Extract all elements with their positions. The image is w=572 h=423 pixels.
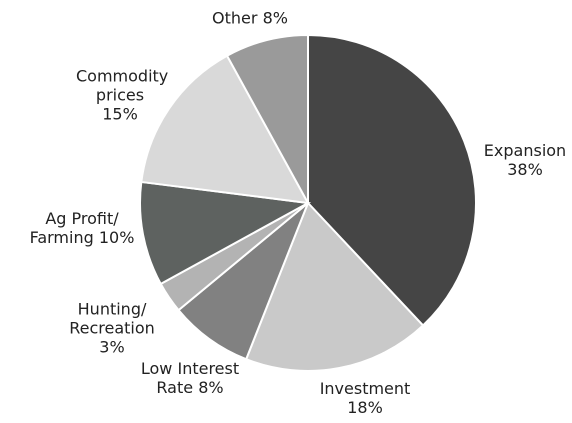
slice-label: Commodity prices 15%	[76, 67, 168, 124]
slice-label: Ag Profit/ Farming 10%	[27, 209, 137, 247]
slice-label: Low Interest Rate 8%	[135, 359, 245, 397]
value-label: 10%	[98, 228, 135, 247]
pie-slice	[307, 33, 477, 327]
value-label: 38%	[507, 160, 543, 179]
value-label: 3%	[99, 337, 125, 357]
pie-slice	[140, 54, 310, 205]
pie-slice	[244, 201, 425, 372]
category-label: Hunting/ Recreation	[69, 299, 155, 338]
category-label: Commodity prices	[76, 66, 169, 105]
slice-label: Investment 18%	[318, 379, 413, 417]
slice-label: Other 8%	[205, 9, 295, 28]
pie-slice	[225, 33, 309, 204]
value-label: 8%	[198, 378, 224, 397]
slice-label: Expansion 38%	[478, 141, 572, 179]
category-label: Expansion	[483, 141, 567, 160]
value-label: 18%	[347, 398, 383, 417]
category-label: Low Interest Rate	[140, 359, 240, 397]
pie-slice	[139, 180, 312, 286]
value-label: 15%	[102, 104, 138, 124]
category-label: Ag Profit/ Farming	[29, 209, 119, 247]
slice-label: Hunting/ Recreation 3%	[65, 300, 160, 357]
value-label: 8%	[262, 8, 288, 28]
category-label: Investment	[319, 379, 411, 398]
category-label: Other	[212, 8, 258, 28]
